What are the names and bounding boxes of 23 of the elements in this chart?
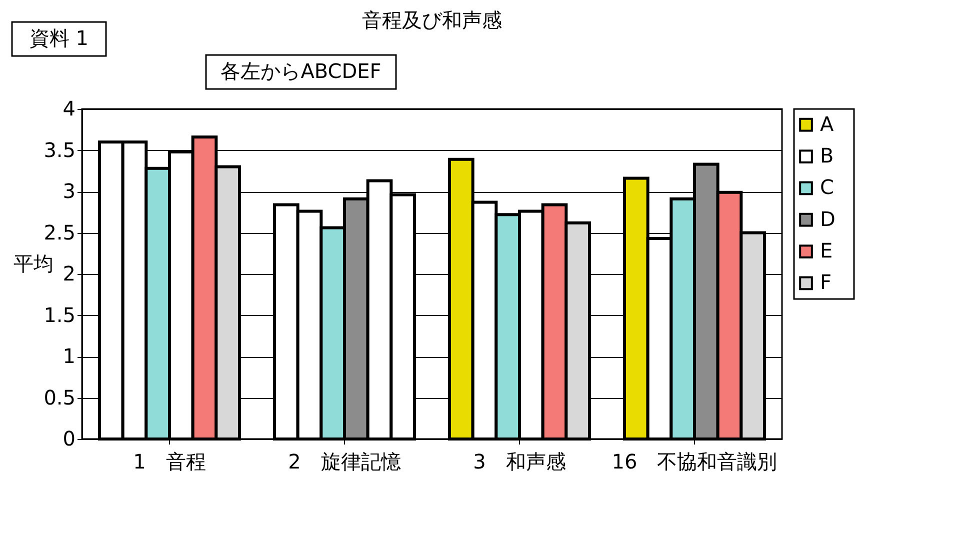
- legend-label: D: [820, 206, 836, 231]
- legend-label: A: [820, 112, 834, 136]
- x-tick-label: 3 和声感: [473, 450, 566, 474]
- chart-title: 音程及び和声感: [362, 8, 502, 32]
- y-tick-label: 4: [62, 96, 76, 120]
- x-tick-label: 16 不協和音識別: [612, 450, 778, 474]
- x-tick-label: 1 音程: [133, 450, 206, 474]
- y-tick-label: 0.5: [44, 385, 76, 410]
- y-tick-label: 3: [62, 179, 76, 203]
- legend-label: C: [820, 175, 834, 200]
- y-tick-label: 0: [62, 426, 76, 450]
- legend-label: E: [820, 238, 833, 262]
- y-tick-label: 2.5: [44, 220, 76, 244]
- y-tick-label: 1.5: [44, 302, 76, 327]
- legend-label: F: [820, 270, 832, 294]
- x-tick-label: 2 旋律記憶: [288, 450, 401, 474]
- y-axis-title: 平均: [14, 252, 54, 276]
- y-tick-label: 3.5: [44, 138, 76, 162]
- y-tick-label: 1: [62, 344, 76, 368]
- legend-label: B: [820, 144, 834, 168]
- text: 資料 1: [29, 26, 89, 50]
- text: 各左からABCDEF: [220, 59, 382, 83]
- y-tick-label: 2: [62, 262, 76, 286]
